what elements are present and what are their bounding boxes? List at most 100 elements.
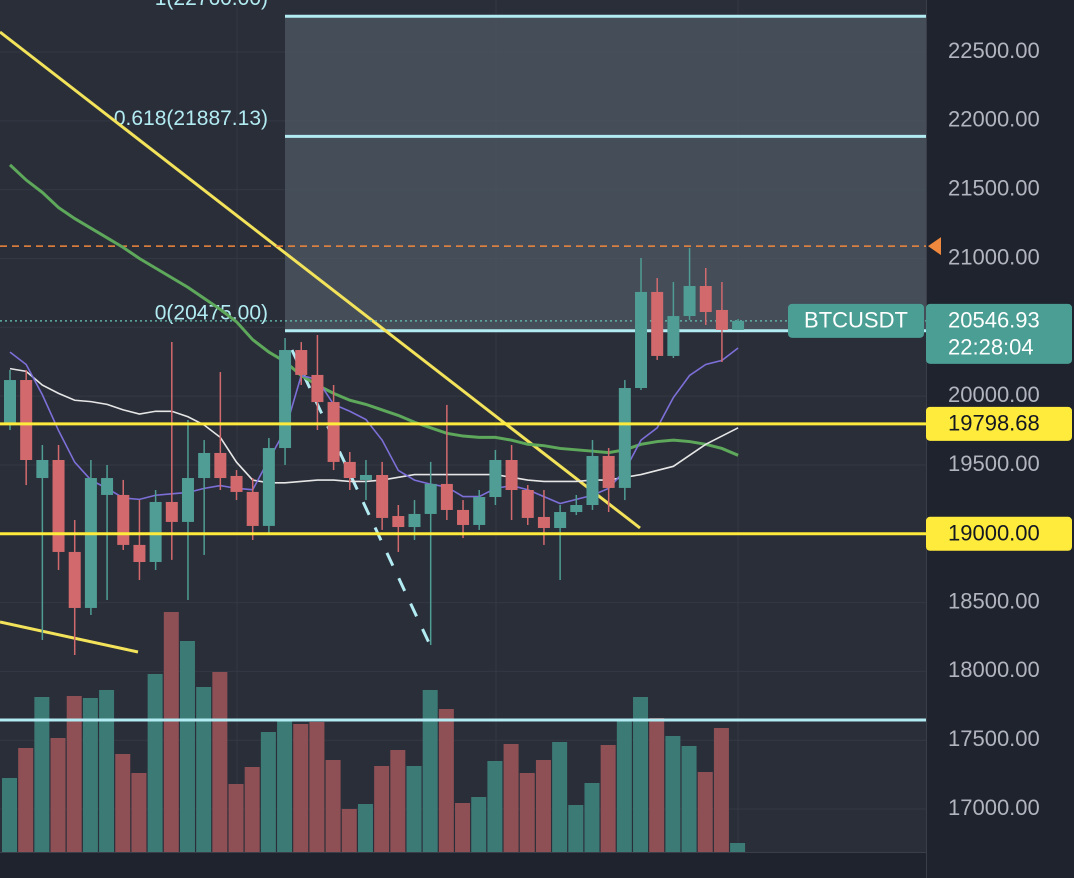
volume-bar <box>519 773 535 852</box>
candle-body <box>149 501 162 562</box>
candle-body <box>4 380 16 426</box>
y-tick-label: 21000.00 <box>948 244 1040 269</box>
candle-body <box>667 316 680 356</box>
volume-bar <box>552 742 568 852</box>
candle-body <box>214 452 227 479</box>
volume-bar <box>293 724 309 852</box>
volume-bar <box>584 783 600 852</box>
candle-body <box>586 456 599 506</box>
candle-body <box>376 475 389 518</box>
y-tick-label: 19500.00 <box>948 451 1040 476</box>
candle-body <box>198 452 211 479</box>
candle-body <box>68 551 81 608</box>
volume-bar <box>115 754 131 852</box>
volume-bar <box>147 674 163 852</box>
volume-bar <box>697 772 713 852</box>
volume-bar <box>633 697 649 852</box>
moving-average <box>9 347 739 505</box>
volume-bar <box>503 744 519 852</box>
candle-body <box>732 320 745 330</box>
y-tick-label: 20000.00 <box>948 382 1040 407</box>
volume-bar <box>422 690 438 852</box>
volume-bar <box>357 804 373 852</box>
volume-bar <box>616 720 632 852</box>
last-price-label: 20546.93 <box>948 308 1040 333</box>
volume-bar <box>406 766 422 852</box>
volume-bar <box>649 718 665 852</box>
time-axis <box>0 852 926 878</box>
volume-bar <box>374 766 390 852</box>
candle-body <box>133 544 146 562</box>
candle-body <box>505 459 518 491</box>
y-tick-label: 18500.00 <box>948 588 1040 613</box>
candle-body <box>343 461 356 479</box>
candle-body <box>699 286 712 313</box>
volume-bar <box>390 750 406 852</box>
candle-body <box>440 483 453 510</box>
candle-body <box>20 380 33 460</box>
price-label: 19798.68 <box>948 411 1040 436</box>
candle-body <box>295 350 308 375</box>
candle-body <box>715 309 728 330</box>
candle-body <box>117 494 130 545</box>
volume-bar <box>131 773 147 852</box>
y-tick-label: 21500.00 <box>948 175 1040 200</box>
volume-bar <box>18 748 34 852</box>
symbol-label: BTCUSDT <box>804 308 908 333</box>
fib-label: 0.618(21887.13) <box>114 107 268 130</box>
volume-bar <box>179 641 195 852</box>
volume-bar <box>713 728 729 852</box>
candle-body <box>537 516 550 528</box>
volume-bar <box>66 696 82 852</box>
candle-body <box>311 374 324 403</box>
moving-average <box>8 163 739 457</box>
price-label-box <box>926 406 1072 441</box>
candle-body <box>473 497 486 525</box>
candle-body <box>392 516 405 528</box>
last-price-box <box>926 303 1072 364</box>
fib-label: 1(22760.00) <box>155 0 268 10</box>
candle-body <box>101 478 114 495</box>
candle-body <box>279 350 292 449</box>
candle-body <box>230 475 243 492</box>
volume-bar <box>730 843 746 852</box>
volume-bar <box>341 809 357 852</box>
volume-bar <box>99 690 115 852</box>
candle-body <box>635 291 648 389</box>
candle-body <box>457 509 470 525</box>
volume-bar <box>260 732 276 852</box>
volume-bar <box>535 760 551 852</box>
volume-bar <box>50 738 66 852</box>
volume-bar <box>82 698 98 852</box>
candle-body <box>570 505 583 513</box>
symbol-box <box>788 303 924 338</box>
candle-body <box>359 475 372 480</box>
price-label: 19000.00 <box>948 521 1040 546</box>
volume-bar <box>681 746 697 852</box>
candle-body <box>262 448 275 526</box>
volume-bar <box>471 797 487 852</box>
candle-body <box>683 286 696 317</box>
y-tick-label: 22000.00 <box>948 107 1040 132</box>
volume-bar <box>568 805 584 852</box>
candle-body <box>408 513 421 528</box>
candle-body <box>554 512 567 528</box>
volume-bar <box>244 767 260 852</box>
fib-zone <box>285 16 926 331</box>
y-tick-label: 22500.00 <box>948 38 1040 63</box>
candle-body <box>165 501 178 522</box>
volume-bar <box>2 778 17 852</box>
countdown-label: 22:28:04 <box>948 335 1034 360</box>
candle-body <box>521 490 534 518</box>
volume-bar <box>34 697 50 852</box>
y-tick-label: 17500.00 <box>948 726 1040 751</box>
candle-body <box>424 483 437 514</box>
volume-bar <box>600 745 616 852</box>
candle-body <box>181 478 194 522</box>
candle-body <box>602 456 615 488</box>
candle-body <box>489 459 502 498</box>
candle-body <box>651 291 664 356</box>
volume-bar <box>487 761 503 852</box>
candle-body <box>36 459 49 479</box>
